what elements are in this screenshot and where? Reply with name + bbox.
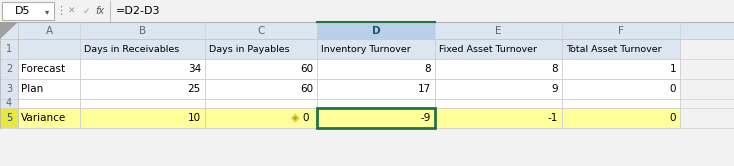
Text: F: F <box>618 26 624 36</box>
Bar <box>0 108 18 128</box>
Text: 10: 10 <box>188 113 201 123</box>
Text: Days in Payables: Days in Payables <box>209 44 290 53</box>
Bar <box>205 108 317 128</box>
Bar <box>205 59 317 79</box>
Bar <box>562 79 680 99</box>
Text: 1: 1 <box>6 44 12 54</box>
Bar <box>80 108 205 128</box>
Bar <box>80 39 205 59</box>
Text: ◈: ◈ <box>291 113 299 123</box>
Bar <box>562 39 680 59</box>
Text: Inventory Turnover: Inventory Turnover <box>321 44 411 53</box>
Bar <box>435 99 562 108</box>
Text: =D2-D3: =D2-D3 <box>116 6 161 16</box>
Bar <box>317 22 435 39</box>
Text: ⋮: ⋮ <box>56 6 67 16</box>
Bar <box>0 99 18 108</box>
Text: 17: 17 <box>418 84 431 94</box>
Text: ✓: ✓ <box>82 6 90 15</box>
Text: Days in Receivables: Days in Receivables <box>84 44 179 53</box>
Text: D5: D5 <box>15 6 31 16</box>
Text: Total Asset Turnover: Total Asset Turnover <box>566 44 661 53</box>
Text: 2: 2 <box>6 64 12 74</box>
Bar <box>435 108 562 128</box>
Bar <box>18 99 80 108</box>
Bar <box>0 59 18 79</box>
Bar <box>0 0 734 22</box>
Bar <box>562 108 680 128</box>
Bar <box>317 79 435 99</box>
Bar <box>2 2 54 20</box>
Bar <box>18 79 80 99</box>
Text: 60: 60 <box>300 64 313 74</box>
Bar <box>205 99 317 108</box>
Text: -9: -9 <box>421 113 431 123</box>
Bar <box>317 99 435 108</box>
Bar <box>205 79 317 99</box>
Text: C: C <box>258 26 265 36</box>
Bar <box>80 79 205 99</box>
Text: 5: 5 <box>6 113 12 123</box>
Text: 25: 25 <box>188 84 201 94</box>
Text: 1: 1 <box>669 64 676 74</box>
Text: 9: 9 <box>551 84 558 94</box>
Text: D: D <box>371 26 380 36</box>
Bar <box>435 59 562 79</box>
Bar <box>317 59 435 79</box>
Bar <box>205 39 317 59</box>
Bar <box>18 59 80 79</box>
Text: E: E <box>495 26 502 36</box>
Polygon shape <box>0 22 18 39</box>
Text: 34: 34 <box>188 64 201 74</box>
Text: -1: -1 <box>548 113 558 123</box>
Bar <box>0 79 18 99</box>
Text: 0: 0 <box>669 113 676 123</box>
Text: ▾: ▾ <box>45 7 49 16</box>
Bar <box>80 59 205 79</box>
Text: 3: 3 <box>6 84 12 94</box>
Text: 0: 0 <box>302 113 309 123</box>
Bar <box>562 99 680 108</box>
Bar <box>18 108 80 128</box>
Bar <box>317 108 435 128</box>
Text: 8: 8 <box>551 64 558 74</box>
Text: B: B <box>139 26 146 36</box>
Bar <box>562 59 680 79</box>
Text: fx: fx <box>95 6 104 16</box>
Text: Forecast: Forecast <box>21 64 65 74</box>
Bar <box>435 79 562 99</box>
Bar <box>317 39 435 59</box>
Text: 4: 4 <box>6 98 12 109</box>
Bar <box>0 39 18 59</box>
Text: Plan: Plan <box>21 84 43 94</box>
Text: A: A <box>46 26 53 36</box>
Text: -9: -9 <box>421 113 431 123</box>
Text: 0: 0 <box>669 84 676 94</box>
Text: ✕: ✕ <box>68 6 76 15</box>
Bar <box>18 39 80 59</box>
Bar <box>317 108 435 128</box>
Bar <box>0 22 734 39</box>
Text: 8: 8 <box>424 64 431 74</box>
Text: 60: 60 <box>300 84 313 94</box>
Bar <box>435 39 562 59</box>
Text: Variance: Variance <box>21 113 66 123</box>
Bar <box>80 99 205 108</box>
Text: Fixed Asset Turnover: Fixed Asset Turnover <box>439 44 537 53</box>
